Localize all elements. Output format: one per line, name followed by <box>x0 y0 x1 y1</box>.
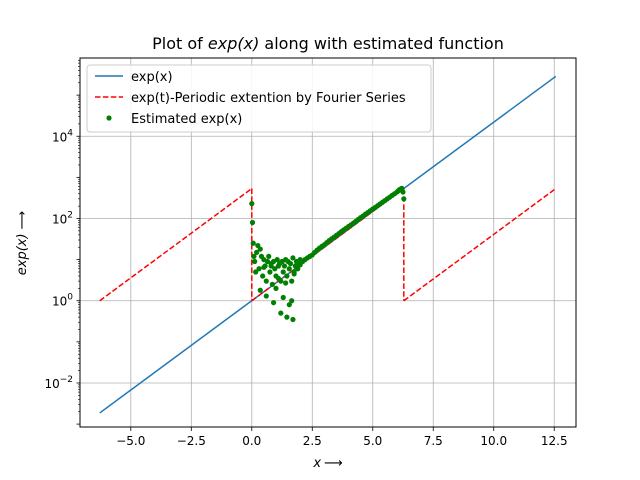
series-estimated-point <box>286 302 292 308</box>
series-estimated-point <box>261 264 267 270</box>
series-estimated-point <box>266 253 272 259</box>
series-estimated-point <box>254 249 260 255</box>
series-estimated-point <box>257 287 263 293</box>
legend-box <box>86 64 432 133</box>
series-estimated-point <box>251 253 257 259</box>
y-ticks: 10−2 100 102 104 <box>44 60 80 425</box>
x-tick-label: 5.0 <box>363 434 382 448</box>
series-estimated-point <box>284 273 290 279</box>
x-tick-label: 12.5 <box>541 434 568 448</box>
x-tick-label: 2.5 <box>303 434 322 448</box>
legend-label-periodic: exp(t)-Periodic extention by Fourier Ser… <box>131 91 406 106</box>
series-estimated-point <box>249 201 255 207</box>
series-estimated-point <box>295 266 301 272</box>
x-tick-label: −5.0 <box>116 434 145 448</box>
series-estimated-point <box>256 266 262 272</box>
series-estimated-point <box>284 314 290 320</box>
series-estimated-point <box>289 278 295 284</box>
x-ticks: −5.0 −2.5 0.0 2.5 5.0 7.5 10.0 12.5 <box>116 427 568 448</box>
series-estimated-point <box>253 269 259 275</box>
y-tick-label: 100 <box>52 293 73 309</box>
legend-label-exp: exp(x) <box>131 70 173 85</box>
series-estimated-point <box>269 281 275 287</box>
legend-marker-estimated <box>106 115 112 121</box>
series-estimated-point <box>267 269 273 275</box>
series-estimated-point <box>270 300 277 306</box>
series-estimated-point <box>289 298 295 304</box>
chart-title: Plot of exp(x) along with estimated func… <box>152 34 504 53</box>
series-estimated-point <box>290 255 296 261</box>
plot-area <box>99 75 557 414</box>
series-estimated-point <box>401 196 407 202</box>
axes-frame <box>79 57 577 428</box>
series-estimated-point <box>280 294 286 301</box>
x-tick-label: −2.5 <box>177 434 206 448</box>
series-estimated-point <box>249 219 256 226</box>
series-estimated-point <box>273 285 279 291</box>
series-estimated-point <box>287 261 294 267</box>
series-estimated-point <box>252 258 258 265</box>
series-estimated-point <box>263 293 269 299</box>
y-tick-label: 10−2 <box>44 375 73 391</box>
x-axis-label: x ⟶ <box>312 456 342 471</box>
series-estimated-point <box>286 266 292 272</box>
series-estimated-point <box>283 280 289 286</box>
series-estimated-point <box>263 278 269 284</box>
series-estimated-point <box>278 310 284 316</box>
series-estimated-point <box>400 189 406 195</box>
y-axis-label: exp(x)⟶ <box>15 211 30 275</box>
series-estimated-point <box>290 316 296 323</box>
series-estimated-point <box>257 246 263 252</box>
series-estimated-point <box>280 269 286 275</box>
x-tick-label: 10.0 <box>480 434 507 448</box>
x-tick-label: 0.0 <box>242 434 261 448</box>
series-estimated-point <box>297 262 303 268</box>
series-estimated-point <box>274 257 280 263</box>
series-estimated-point <box>275 275 281 281</box>
series-estimated-point <box>291 271 297 277</box>
series-estimated-point <box>272 266 278 272</box>
legend: exp(x) exp(t)-Periodic extention by Four… <box>86 64 432 133</box>
series-estimated-point <box>260 273 266 279</box>
series-estimated-point <box>281 263 288 269</box>
series-estimated-point <box>268 263 274 269</box>
series-estimated-point <box>250 240 256 246</box>
legend-label-estimated: Estimated exp(x) <box>131 112 242 127</box>
y-tick-label: 102 <box>52 210 73 226</box>
x-tick-label: 7.5 <box>424 434 443 448</box>
y-tick-label: 104 <box>52 128 73 144</box>
